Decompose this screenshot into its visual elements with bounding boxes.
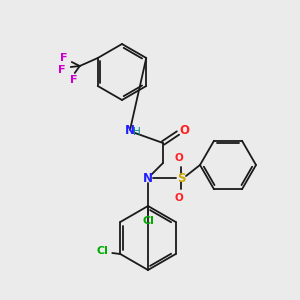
Text: N: N xyxy=(143,172,153,184)
Text: F: F xyxy=(58,65,65,75)
Text: O: O xyxy=(179,124,189,136)
Text: Cl: Cl xyxy=(142,216,154,226)
Text: S: S xyxy=(177,172,185,184)
Text: F: F xyxy=(60,53,68,63)
Text: N: N xyxy=(125,124,135,136)
Text: Cl: Cl xyxy=(96,246,108,256)
Text: F: F xyxy=(70,75,77,85)
Text: O: O xyxy=(175,193,183,203)
Text: O: O xyxy=(175,153,183,163)
Text: H: H xyxy=(133,127,141,137)
